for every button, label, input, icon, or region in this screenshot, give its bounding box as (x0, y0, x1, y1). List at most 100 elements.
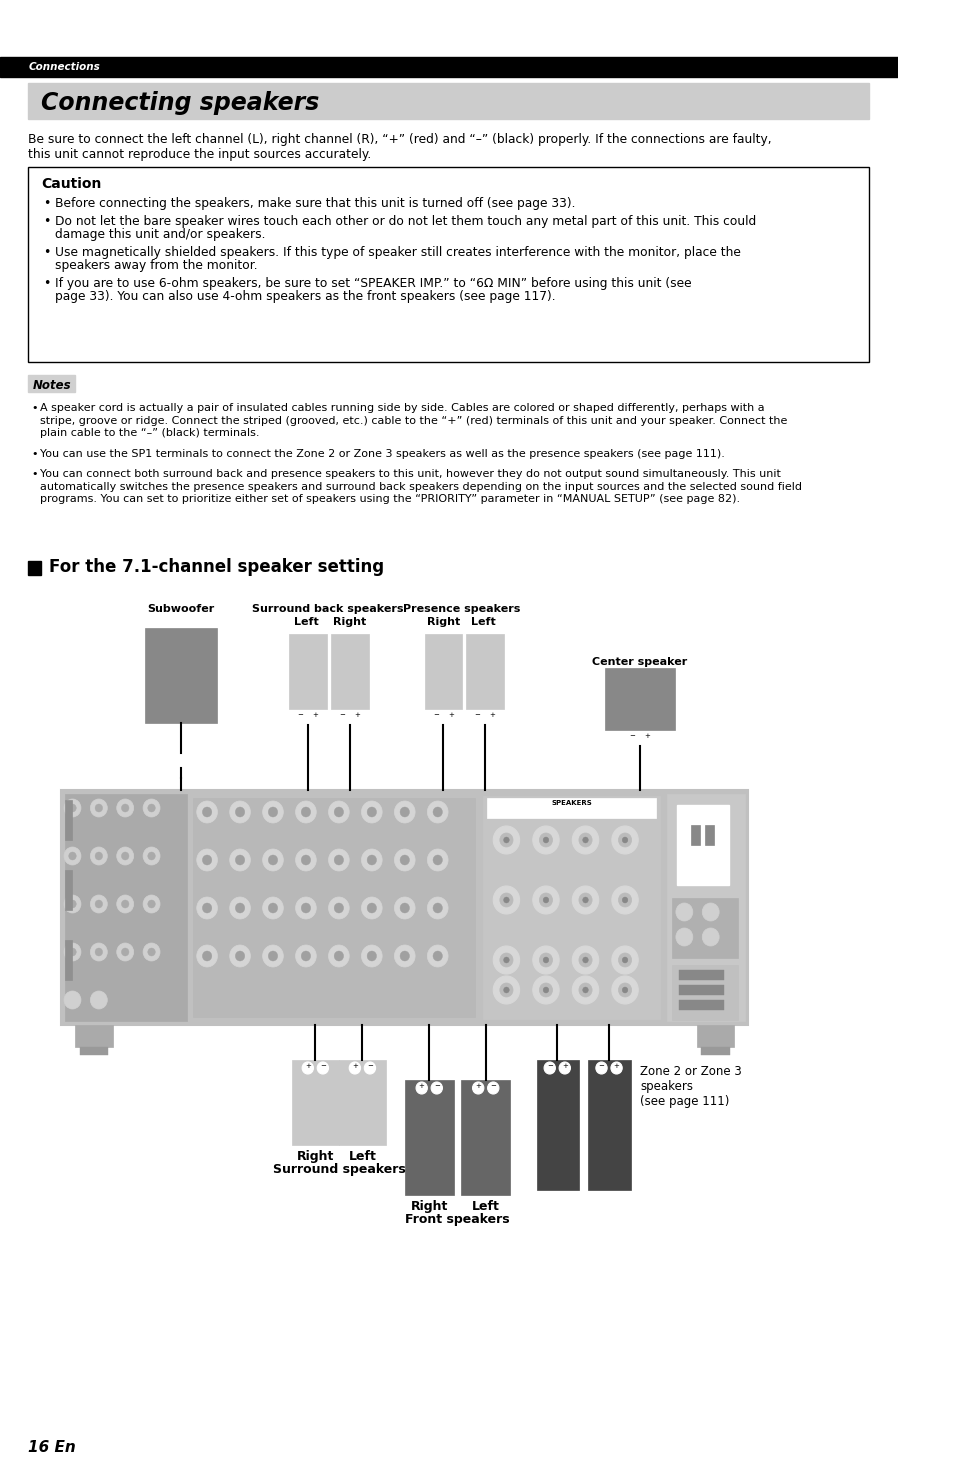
Text: +: + (448, 712, 454, 718)
Circle shape (626, 732, 638, 744)
Circle shape (235, 951, 245, 961)
Circle shape (493, 886, 519, 914)
Circle shape (503, 987, 509, 993)
Circle shape (445, 711, 456, 724)
Text: You can use the SP1 terminals to connect the Zone 2 or Zone 3 speakers as well a: You can use the SP1 terminals to connect… (40, 448, 724, 459)
Circle shape (542, 897, 548, 902)
Circle shape (294, 711, 306, 724)
Circle shape (427, 897, 448, 919)
Circle shape (328, 897, 349, 919)
Circle shape (328, 850, 349, 872)
Text: −: − (598, 1064, 604, 1069)
Text: plain cable to the “–” (black) terminals.: plain cable to the “–” (black) terminals… (40, 428, 260, 438)
Circle shape (532, 886, 558, 914)
Bar (29, 84, 868, 119)
Text: +: + (355, 712, 360, 718)
Circle shape (121, 853, 129, 860)
Text: −: − (297, 712, 303, 718)
Circle shape (621, 837, 627, 842)
Bar (0, 57, 897, 78)
Circle shape (578, 834, 592, 847)
Circle shape (394, 945, 415, 967)
Circle shape (538, 983, 552, 998)
Bar (678, 970, 723, 980)
Circle shape (91, 895, 107, 913)
Circle shape (235, 902, 245, 913)
Circle shape (558, 1062, 570, 1074)
Circle shape (538, 894, 552, 907)
Bar (80, 1047, 108, 1055)
Circle shape (230, 801, 250, 823)
Circle shape (116, 798, 133, 817)
Circle shape (572, 886, 598, 914)
Circle shape (538, 834, 552, 847)
Circle shape (121, 948, 129, 957)
Text: +: + (489, 712, 495, 718)
Bar (424, 634, 461, 709)
Bar (29, 375, 75, 393)
Circle shape (367, 856, 376, 864)
Circle shape (336, 711, 348, 724)
Text: −: − (339, 712, 345, 718)
Circle shape (95, 948, 103, 957)
Circle shape (301, 807, 311, 817)
Bar (588, 1061, 630, 1190)
Circle shape (542, 987, 548, 993)
Circle shape (618, 954, 631, 967)
Text: SPEAKERS: SPEAKERS (551, 800, 591, 806)
Text: Left: Left (470, 617, 495, 627)
Circle shape (196, 850, 217, 872)
Circle shape (95, 900, 103, 908)
Circle shape (64, 943, 81, 961)
Text: 16 En: 16 En (29, 1440, 76, 1455)
Circle shape (262, 897, 283, 919)
Circle shape (471, 711, 482, 724)
Circle shape (367, 902, 376, 913)
Text: A speaker cord is actually a pair of insulated cables running side by side. Cabl: A speaker cord is actually a pair of ins… (40, 403, 764, 413)
Bar (177, 753, 184, 768)
Text: +: + (475, 1083, 480, 1088)
Circle shape (487, 1083, 498, 1094)
Circle shape (578, 954, 592, 967)
Circle shape (582, 897, 588, 902)
Text: damage this unit and/or speakers.: damage this unit and/or speakers. (54, 229, 265, 242)
Bar (292, 1061, 338, 1146)
Text: Right: Right (426, 617, 459, 627)
Bar (536, 1061, 578, 1190)
Circle shape (230, 945, 250, 967)
Circle shape (334, 807, 343, 817)
Circle shape (69, 853, 76, 860)
Text: Left: Left (472, 1200, 499, 1213)
Circle shape (582, 987, 588, 993)
Circle shape (91, 990, 107, 1009)
Circle shape (399, 951, 409, 961)
Text: •: • (43, 214, 51, 227)
Bar (65, 794, 187, 1021)
Text: automatically switches the presence speakers and surround back speakers dependin: automatically switches the presence spea… (40, 482, 801, 491)
Text: Center speaker: Center speaker (592, 656, 687, 667)
Bar (672, 965, 738, 1020)
Text: −: − (474, 712, 479, 718)
Circle shape (503, 837, 509, 842)
Circle shape (328, 801, 349, 823)
Circle shape (430, 711, 441, 724)
Text: •: • (43, 277, 51, 290)
Circle shape (196, 945, 217, 967)
Circle shape (268, 902, 277, 913)
Circle shape (433, 951, 442, 961)
Circle shape (148, 804, 155, 812)
Circle shape (69, 804, 76, 812)
Circle shape (148, 853, 155, 860)
Circle shape (202, 807, 212, 817)
Bar (29, 167, 868, 362)
Circle shape (399, 856, 409, 864)
Text: +: + (418, 1083, 424, 1088)
Circle shape (202, 902, 212, 913)
Circle shape (621, 987, 627, 993)
Bar (667, 794, 743, 1021)
Circle shape (317, 1062, 328, 1074)
Circle shape (301, 951, 311, 961)
Circle shape (367, 951, 376, 961)
Circle shape (416, 1083, 427, 1094)
Text: this unit cannot reproduce the input sources accurately.: this unit cannot reproduce the input sou… (29, 148, 371, 161)
